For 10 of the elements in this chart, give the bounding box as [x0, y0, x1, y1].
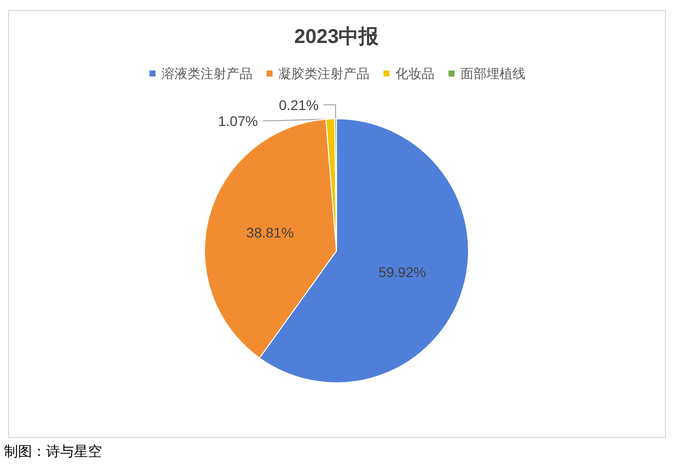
data-label: 38.81%	[246, 224, 294, 240]
legend-label: 溶液类注射产品	[162, 66, 252, 81]
legend-label: 凝胶类注射产品	[278, 66, 370, 81]
data-label: 0.21%	[278, 96, 319, 113]
text: 制图：诗与星空	[4, 443, 102, 461]
data-label: 59.92%	[378, 264, 426, 280]
data-label: 1.07%	[218, 112, 258, 129]
legend-label: 化妆品	[396, 66, 434, 81]
chart-title: 2023中报	[294, 26, 380, 48]
legend-label: 面部埋植线	[460, 66, 526, 81]
